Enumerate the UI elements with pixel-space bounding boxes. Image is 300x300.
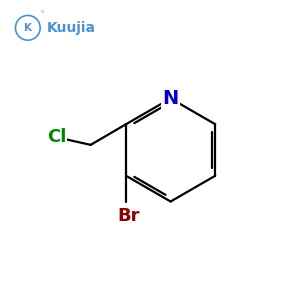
Text: Cl: Cl — [47, 128, 67, 146]
Text: °: ° — [40, 11, 44, 17]
Text: K: K — [24, 23, 32, 33]
Text: Kuujia: Kuujia — [47, 21, 96, 35]
Text: Br: Br — [118, 207, 140, 225]
Text: N: N — [163, 89, 179, 108]
